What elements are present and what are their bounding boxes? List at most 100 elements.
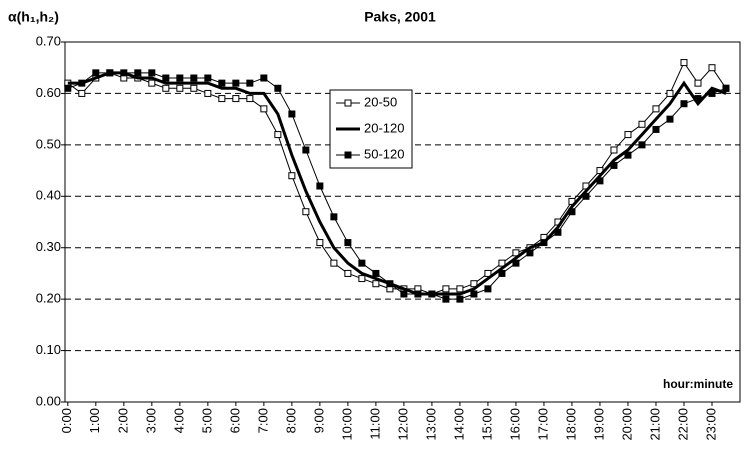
plot-frame — [64, 41, 741, 403]
marker — [316, 239, 324, 247]
marker — [386, 280, 394, 288]
y-tick-label: 0.20 — [36, 291, 61, 306]
marker — [302, 146, 310, 154]
marker — [554, 228, 562, 236]
marker — [78, 89, 86, 97]
marker — [666, 115, 674, 123]
marker — [288, 110, 296, 118]
marker — [162, 74, 170, 82]
y-tick-label: 0.70 — [36, 33, 61, 48]
marker — [456, 295, 464, 303]
marker — [288, 172, 296, 180]
marker — [246, 79, 254, 87]
x-tick-label: 17:00 — [535, 408, 550, 441]
marker — [344, 269, 352, 277]
marker — [400, 290, 408, 298]
marker — [652, 105, 660, 113]
marker — [218, 79, 226, 87]
x-tick-label: 22:00 — [675, 408, 690, 441]
marker — [190, 84, 198, 92]
marker — [610, 146, 618, 154]
marker — [442, 285, 450, 293]
marker — [218, 95, 226, 103]
marker — [484, 269, 492, 277]
marker — [456, 285, 464, 293]
marker — [568, 208, 576, 216]
legend-label: 20-50 — [364, 94, 397, 109]
marker — [470, 290, 478, 298]
marker — [610, 161, 618, 169]
marker — [582, 192, 590, 200]
y-tick-label: 0.40 — [36, 188, 61, 203]
marker — [64, 84, 72, 92]
marker — [120, 69, 128, 77]
marker — [204, 74, 212, 82]
marker — [708, 64, 716, 72]
marker — [134, 69, 142, 77]
x-tick-label: 14:00 — [451, 408, 466, 441]
marker — [428, 290, 436, 298]
marker — [148, 79, 156, 87]
marker — [176, 74, 184, 82]
marker — [330, 259, 338, 267]
y-tick-label: 0.10 — [36, 342, 61, 357]
x-tick-label: 20:00 — [619, 408, 634, 441]
marker — [470, 280, 478, 288]
marker — [694, 79, 702, 87]
marker — [596, 177, 604, 185]
marker — [680, 100, 688, 108]
marker — [260, 105, 268, 113]
x-tick-label: 10:00 — [339, 408, 354, 441]
x-tick-label: 3:00 — [143, 408, 158, 433]
marker — [274, 131, 282, 139]
marker — [204, 89, 212, 97]
marker — [358, 259, 366, 267]
marker — [722, 84, 730, 92]
x-tick-label: 11:00 — [367, 408, 382, 440]
legend-label: 50-120 — [364, 146, 404, 161]
marker — [512, 259, 520, 267]
x-tick-label: 23:00 — [703, 408, 718, 441]
annotation: hour:minute — [663, 377, 733, 391]
series-line — [67, 71, 727, 296]
marker — [708, 89, 716, 97]
marker — [526, 249, 534, 257]
marker — [344, 239, 352, 247]
x-tick-label: 0:00 — [59, 408, 74, 433]
chart-title: Paks, 2001 — [364, 9, 436, 25]
x-tick-label: 19:00 — [591, 408, 606, 441]
x-tick-label: 18:00 — [563, 408, 578, 441]
x-tick-label: 16:00 — [507, 408, 522, 441]
marker — [498, 269, 506, 277]
marker — [442, 295, 450, 303]
legend-marker — [344, 99, 352, 107]
marker — [694, 95, 702, 103]
x-tick-label: 9:00 — [311, 408, 326, 433]
x-tick-label: 21:00 — [647, 408, 662, 441]
marker — [316, 182, 324, 190]
marker — [162, 84, 170, 92]
x-tick-label: 2:00 — [115, 408, 130, 433]
x-tick-label: 12:00 — [395, 408, 410, 441]
y-tick-label: 0.60 — [36, 85, 61, 100]
x-tick-label: 5:00 — [199, 408, 214, 433]
marker — [512, 249, 520, 257]
marker — [414, 290, 422, 298]
x-tick-label: 4:00 — [171, 408, 186, 433]
y-tick-label: 0.50 — [36, 136, 61, 151]
marker — [680, 59, 688, 67]
y-tick-label: 0.30 — [36, 239, 61, 254]
marker — [624, 151, 632, 159]
marker — [638, 141, 646, 149]
legend-label: 20-120 — [364, 120, 404, 135]
x-tick-label: 7:00 — [255, 408, 270, 433]
marker — [260, 74, 268, 82]
marker — [372, 269, 380, 277]
marker — [358, 275, 366, 283]
x-tick-label: 15:00 — [479, 408, 494, 441]
y-tick-label: 0.00 — [36, 393, 61, 408]
marker — [106, 69, 114, 77]
y-axis-label: α(h₁,h₂) — [8, 9, 59, 25]
